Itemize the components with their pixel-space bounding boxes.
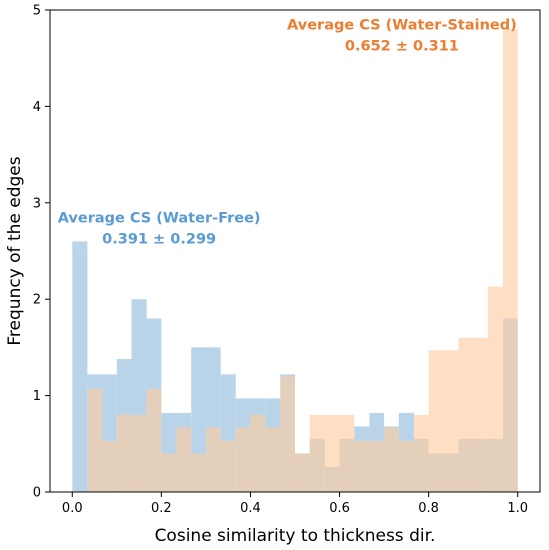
y-axis-label: Frequncy of the edges (5, 156, 25, 345)
bar-water-stained-22 (413, 414, 429, 492)
bar-water-stained-16 (324, 414, 340, 492)
bar-water-stained-4 (146, 388, 162, 492)
bar-water-stained-10 (235, 427, 251, 492)
plot-frame (49, 9, 541, 493)
bar-water-stained-23 (428, 350, 459, 492)
bar-water-stained-12 (265, 427, 281, 492)
bar-water-stained-3 (131, 414, 147, 492)
x-tick-label: 0.6 (329, 501, 350, 516)
bar-water-stained-24 (458, 337, 488, 492)
y-tick-label: 0 (33, 486, 41, 501)
y-tick-label: 2 (33, 293, 41, 308)
x-tick-label: 0.0 (62, 501, 83, 516)
bar-water-stained-20 (384, 427, 399, 492)
x-axis-label: Cosine similarity to thickness dir. (155, 526, 436, 546)
bar-water-stained-14 (295, 453, 310, 492)
bar-water-stained-9 (220, 440, 236, 492)
bar-water-stained-13 (280, 376, 295, 492)
x-tick-label: 0.8 (418, 501, 439, 516)
annotation-title-water-stained: Average CS (Water-Stained) (287, 17, 517, 33)
bar-water-stained-19 (369, 440, 385, 492)
bars-layer (72, 29, 518, 493)
bar-water-stained-21 (398, 440, 414, 492)
bar-water-stained-11 (250, 414, 266, 492)
x-tick-label: 1.0 (507, 501, 528, 516)
bar-water-stained-5 (161, 453, 177, 492)
x-tick-label: 0.4 (240, 501, 261, 516)
annotation-value-water-free: 0.391 ± 0.299 (102, 231, 216, 247)
x-tick-label: 0.2 (151, 501, 172, 516)
ticks-layer: 0.0 0.2 0.4 0.6 0.8 1.0 0 1 2 3 4 5 (33, 4, 528, 517)
annotations-layer: Average CS (Water-Free) 0.391 ± 0.299 Aver… (58, 17, 517, 247)
bar-water-stained-26 (503, 29, 518, 493)
bar-water-free-0 (72, 241, 88, 492)
bar-water-stained-15 (309, 414, 325, 492)
y-tick-label: 3 (33, 196, 41, 211)
bar-water-stained-6 (176, 427, 192, 492)
bar-water-stained-7 (191, 453, 206, 492)
annotation-value-water-stained: 0.652 ± 0.311 (345, 38, 459, 54)
y-tick-label: 4 (33, 100, 41, 115)
bar-water-stained-18 (354, 440, 370, 492)
bar-water-stained-2 (116, 414, 132, 492)
bar-water-stained-25 (487, 286, 504, 492)
axes-layer (49, 9, 541, 493)
bar-water-stained-17 (339, 414, 355, 492)
bar-water-stained-8 (205, 427, 221, 492)
bar-water-stained-1 (102, 440, 117, 492)
series-water-stained (87, 29, 518, 493)
annotation-title-water-free: Average CS (Water-Free) (58, 210, 261, 226)
bar-water-stained-0 (87, 388, 103, 492)
y-tick-label: 1 (33, 389, 41, 404)
y-tick-label: 5 (33, 4, 41, 19)
